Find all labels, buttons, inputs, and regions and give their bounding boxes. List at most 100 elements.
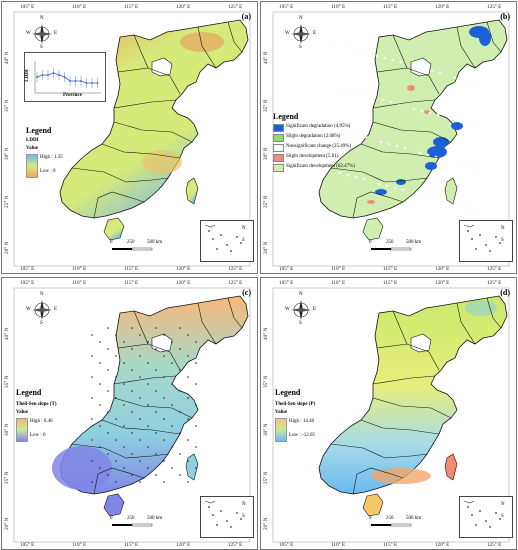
compass-s: S: [40, 45, 43, 50]
inset-n: N: [242, 226, 246, 231]
lat-tick: 20° N: [4, 517, 10, 530]
lat-tick: 35° N: [263, 99, 269, 112]
inset-n: N: [501, 226, 505, 231]
compass-e: E: [54, 307, 58, 312]
lon-tick: 115° E: [124, 542, 139, 548]
lon-tick: 105° E: [279, 4, 294, 10]
legend-item: Significant development (62.47%): [286, 164, 356, 169]
lon-tick: 120° E: [435, 4, 450, 10]
compass-e: E: [313, 31, 317, 36]
lon-tick: 125° E: [487, 4, 502, 10]
legend-item: Significant degradation (4.95%): [286, 124, 351, 129]
legend-value: Value: [16, 410, 29, 415]
panel-c: 105° E 105° E 110° E 110° E 115° E 115° E 120°…: [1, 277, 258, 550]
legend-value: Value: [275, 410, 288, 415]
scale-mid: 250: [386, 516, 394, 521]
scale-end: 500 km: [147, 240, 163, 245]
lon-tick: 125° E: [228, 542, 243, 548]
panel-b: 105° E 105° E 110° E 110° E 115° E 115° E 120°…: [260, 1, 517, 274]
legend-sub: LDDI: [26, 138, 39, 143]
inset-s: S: [242, 514, 245, 519]
scale-zero: 0: [110, 240, 113, 245]
map-d: [272, 287, 510, 543]
lon-tick: 125° E: [228, 4, 243, 10]
compass-s: S: [299, 45, 302, 50]
lon-tick: 120° E: [176, 280, 191, 286]
legend-low: Low : -12.05: [289, 433, 315, 438]
scale-mid: 250: [127, 240, 135, 245]
lon-tick: 115° E: [124, 280, 139, 286]
legend-gradient: [26, 154, 38, 178]
scale-zero: 0: [369, 516, 372, 521]
scale-zero: 0: [110, 516, 113, 521]
inset-s: S: [501, 238, 504, 243]
compass-e: E: [313, 307, 317, 312]
legend-swatch: [273, 154, 284, 162]
lon-tick: 105° E: [279, 542, 294, 548]
legend-swatch: [273, 164, 284, 172]
compass-s: S: [40, 321, 43, 326]
lddi-province-chart: Province LDDI: [24, 52, 106, 102]
legend-high: High : 14.46: [289, 419, 315, 424]
compass-w: W: [285, 307, 290, 312]
scale-end: 500 km: [406, 516, 422, 521]
lat-tick: 35° N: [4, 99, 10, 112]
compass-e: E: [54, 31, 58, 36]
legend-low: Low : 0: [40, 169, 56, 174]
land-region: [59, 295, 249, 495]
lon-tick: 110° E: [331, 4, 346, 10]
lat-tick: 25° N: [263, 471, 269, 484]
lat-tick: 40° N: [4, 327, 10, 340]
scale-bar: [112, 523, 153, 527]
compass-n: N: [299, 16, 303, 21]
lon-tick: 115° E: [383, 4, 398, 10]
inset-map: [459, 496, 513, 538]
lon-tick: 115° E: [124, 266, 139, 272]
lat-tick: 25° N: [263, 195, 269, 208]
legend-item: Nonsignificant change (25.49%): [286, 144, 352, 149]
map-c: [13, 287, 251, 543]
lat-tick: 40° N: [263, 327, 269, 340]
compass-w: W: [26, 31, 31, 36]
lat-tick: 30° N: [263, 147, 269, 160]
lat-tick: 30° N: [263, 423, 269, 436]
compass-icon: [32, 300, 52, 320]
inset-map: [459, 220, 513, 262]
panel-a: 105° E 105° E 110° E 110° E 115° E 115° E 120°…: [1, 1, 258, 274]
map-a: [13, 11, 251, 267]
panel-label: (b): [500, 12, 510, 21]
panel-d: 105° E 105° E 110° E 110° E 115° E 115° E 120°…: [260, 277, 517, 550]
legend-low: Low : 0: [30, 433, 46, 438]
lon-tick: 110° E: [72, 266, 87, 272]
lon-tick: 110° E: [331, 280, 346, 286]
panel-label: (a): [241, 12, 251, 21]
lon-tick: 110° E: [331, 542, 346, 548]
lon-tick: 125° E: [228, 280, 243, 286]
lon-tick: 115° E: [124, 4, 139, 10]
lon-tick: 105° E: [20, 4, 35, 10]
lon-tick: 120° E: [435, 266, 450, 272]
lon-tick: 105° E: [20, 266, 35, 272]
legend-swatch: [273, 124, 284, 132]
inset-ylabel: LDDI: [24, 69, 30, 82]
land-region: [318, 295, 508, 495]
legend-gradient: [275, 418, 287, 442]
compass-w: W: [26, 307, 31, 312]
inset-map: [200, 220, 254, 262]
lon-tick: 110° E: [72, 4, 87, 10]
legend-title: Legend: [26, 126, 52, 135]
lat-tick: 30° N: [4, 147, 10, 160]
lat-tick: 40° N: [263, 51, 269, 64]
legend-title: Legend: [16, 388, 42, 397]
legend-title: Legend: [275, 388, 301, 397]
inset-n: N: [501, 502, 505, 507]
legend-swatch: [273, 134, 284, 142]
panel-label: (c): [242, 288, 251, 297]
lat-tick: 25° N: [4, 195, 10, 208]
legend-high: High : 0.46: [30, 419, 53, 424]
lon-tick: 105° E: [279, 280, 294, 286]
scale-zero: 0: [369, 240, 372, 245]
lon-tick: 125° E: [487, 266, 502, 272]
scale-mid: 250: [386, 240, 394, 245]
lat-tick: 20° N: [263, 241, 269, 254]
